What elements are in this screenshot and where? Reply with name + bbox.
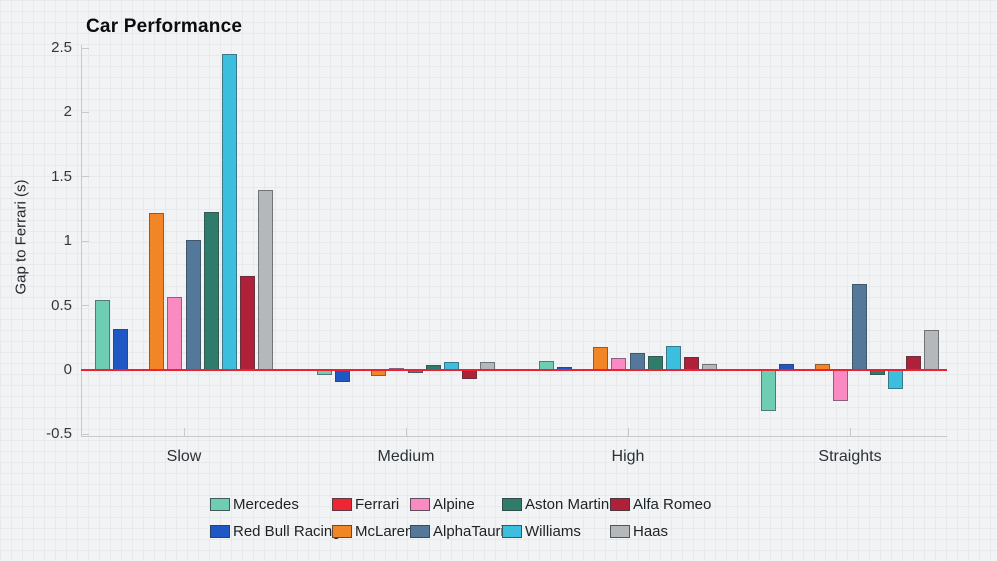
y-tick-label: 2 bbox=[63, 103, 72, 121]
y-tick-mark bbox=[82, 305, 89, 307]
x-tick-mark bbox=[405, 428, 407, 436]
legend-item-red-bull-racing[interactable]: Red Bull Racing bbox=[210, 523, 341, 540]
legend-swatch-alpine bbox=[410, 498, 430, 511]
bar-alphatauri-straights[interactable] bbox=[851, 283, 867, 370]
bar-mclaren-slow[interactable] bbox=[149, 212, 165, 370]
bar-alfa-romeo-medium[interactable] bbox=[461, 370, 477, 380]
x-category-label-high: High bbox=[611, 448, 645, 465]
legend-label-alfa-romeo: Alfa Romeo bbox=[633, 496, 712, 513]
legend-item-haas[interactable]: Haas bbox=[610, 523, 711, 540]
legend-label-alphatauri: AlphaTauri bbox=[433, 523, 504, 540]
legend-swatch-ferrari bbox=[332, 498, 352, 511]
x-tick-mark bbox=[627, 428, 629, 436]
y-tick-mark bbox=[82, 176, 89, 178]
legend-swatch-mercedes bbox=[210, 498, 230, 511]
y-tick-label: 0.5 bbox=[51, 296, 72, 314]
bar-alphatauri-slow[interactable] bbox=[185, 239, 201, 370]
legend-item-alphatauri[interactable]: AlphaTauri bbox=[410, 523, 504, 540]
y-tick-mark bbox=[82, 111, 89, 113]
y-tick-label: 1.5 bbox=[51, 167, 72, 185]
legend-label-mercedes: Mercedes bbox=[233, 496, 299, 513]
bar-red-bull-racing-slow[interactable] bbox=[113, 328, 129, 370]
legend-label-williams: Williams bbox=[525, 523, 581, 540]
legend-swatch-aston-martin bbox=[502, 498, 522, 511]
y-axis-line bbox=[81, 45, 82, 436]
y-tick-label: -0.5 bbox=[46, 425, 72, 443]
legend-label-red-bull-racing: Red Bull Racing bbox=[233, 523, 341, 540]
y-tick-label: 2.5 bbox=[51, 39, 72, 56]
y-tick-mark bbox=[82, 240, 89, 242]
x-tick-mark bbox=[183, 428, 185, 436]
bar-mercedes-straights[interactable] bbox=[761, 370, 777, 412]
chart-title: Car Performance bbox=[86, 16, 243, 37]
legend-swatch-alfa-romeo bbox=[610, 498, 630, 511]
bar-alfa-romeo-straights[interactable] bbox=[905, 355, 921, 370]
bar-mclaren-high[interactable] bbox=[593, 346, 609, 370]
bar-alfa-romeo-slow[interactable] bbox=[239, 275, 255, 370]
x-category-label-medium: Medium bbox=[377, 448, 435, 465]
legend-label-mclaren: McLaren bbox=[355, 523, 414, 540]
legend-item-mercedes[interactable]: Mercedes bbox=[210, 496, 332, 513]
legend-item-mclaren[interactable]: McLaren bbox=[332, 523, 414, 540]
y-tick-mark bbox=[82, 47, 89, 49]
y-tick-label: 0 bbox=[63, 361, 72, 378]
legend-label-ferrari: Ferrari bbox=[355, 496, 400, 513]
bar-alphatauri-high[interactable] bbox=[629, 353, 645, 370]
legend-item-aston-martin[interactable]: Aston Martin bbox=[502, 496, 610, 513]
legend-item-williams[interactable]: Williams bbox=[502, 523, 610, 540]
legend-swatch-haas bbox=[610, 525, 630, 538]
legend-item-alfa-romeo[interactable]: Alfa Romeo bbox=[610, 496, 711, 513]
legend: Mercedes Ferrari Alpine Aston Martin Alfa Ro… bbox=[210, 491, 711, 545]
legend-label-aston-martin: Aston Martin bbox=[525, 496, 610, 513]
x-axis-line bbox=[81, 436, 947, 437]
legend-swatch-williams bbox=[502, 525, 522, 538]
bar-williams-high[interactable] bbox=[665, 345, 681, 370]
bar-williams-slow[interactable] bbox=[221, 54, 237, 370]
legend-item-ferrari[interactable]: Ferrari bbox=[332, 496, 410, 513]
legend-item-alpine[interactable]: Alpine bbox=[410, 496, 502, 513]
legend-label-haas: Haas bbox=[633, 523, 669, 540]
legend-swatch-mclaren bbox=[332, 525, 352, 538]
bar-alpine-straights[interactable] bbox=[833, 370, 849, 401]
bar-haas-straights[interactable] bbox=[923, 330, 939, 370]
x-tick-mark bbox=[849, 428, 851, 436]
bar-aston-martin-high[interactable] bbox=[647, 355, 663, 370]
x-category-label-slow: Slow bbox=[166, 448, 202, 465]
bar-williams-straights[interactable] bbox=[887, 370, 903, 390]
x-category-label-straights: Straights bbox=[818, 448, 882, 465]
y-tick-mark bbox=[82, 433, 89, 435]
zero-reference-line bbox=[81, 369, 947, 371]
bar-red-bull-racing-medium[interactable] bbox=[335, 370, 351, 382]
bar-haas-slow[interactable] bbox=[257, 189, 273, 370]
bar-alpine-slow[interactable] bbox=[167, 296, 183, 370]
plot-area: -0.5 0 0.5 1 1.5 2 2.5 Slow Medium High Straights bbox=[46, 39, 947, 465]
legend-label-alpine: Alpine bbox=[433, 496, 475, 513]
bar-aston-martin-slow[interactable] bbox=[203, 211, 219, 370]
bar-mercedes-slow[interactable] bbox=[95, 300, 111, 370]
legend-swatch-red-bull-racing bbox=[210, 525, 230, 538]
legend-swatch-alphatauri bbox=[410, 525, 430, 538]
y-tick-label: 1 bbox=[63, 232, 72, 250]
